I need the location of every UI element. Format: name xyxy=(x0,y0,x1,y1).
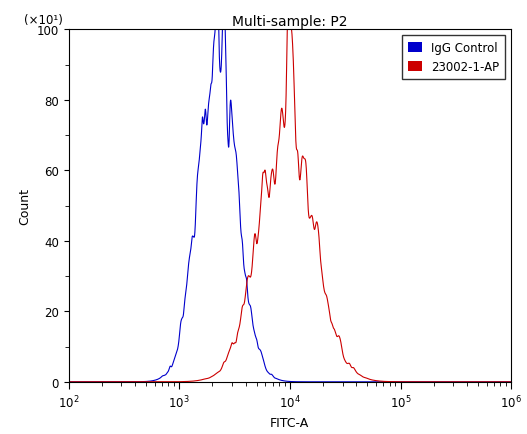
Legend: IgG Control, 23002-1-AP: IgG Control, 23002-1-AP xyxy=(402,36,505,80)
23002-1-AP xyxy=(235,328,241,333)
Text: (×10¹): (×10¹) xyxy=(24,14,63,27)
IgG Control xyxy=(235,181,241,186)
23002-1-AP xyxy=(500,379,506,385)
IgG Control xyxy=(500,379,506,385)
Y-axis label: Count: Count xyxy=(18,187,31,225)
IgG Control xyxy=(142,379,149,384)
Line: IgG Control: IgG Control xyxy=(69,0,511,382)
23002-1-AP xyxy=(452,379,458,385)
Line: 23002-1-AP: 23002-1-AP xyxy=(69,0,511,382)
23002-1-AP xyxy=(116,379,122,385)
IgG Control xyxy=(65,379,72,385)
IgG Control xyxy=(508,379,514,385)
IgG Control xyxy=(452,379,458,385)
X-axis label: FITC-A: FITC-A xyxy=(270,416,309,429)
23002-1-AP xyxy=(142,379,149,385)
23002-1-AP xyxy=(508,379,514,385)
Title: Multi-sample: P2: Multi-sample: P2 xyxy=(232,15,348,29)
23002-1-AP xyxy=(285,0,291,1)
IgG Control xyxy=(255,342,261,347)
IgG Control xyxy=(116,379,122,385)
23002-1-AP xyxy=(65,379,72,385)
23002-1-AP xyxy=(255,240,261,245)
